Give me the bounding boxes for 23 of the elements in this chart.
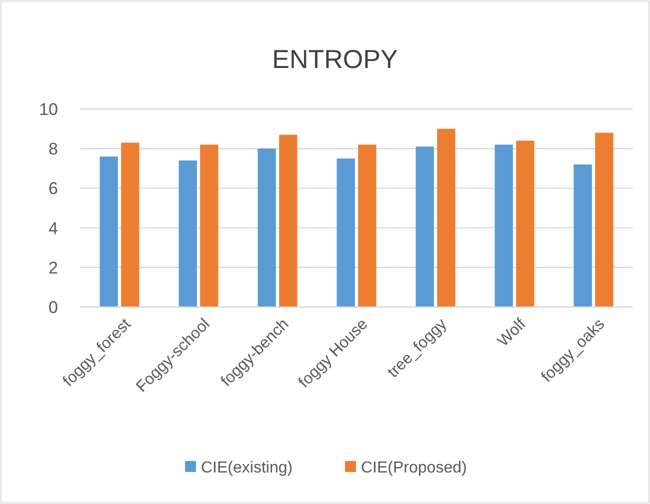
y-tick-label: 4	[48, 218, 58, 238]
y-tick-label: 2	[48, 258, 58, 278]
bar	[100, 156, 118, 307]
bar	[279, 134, 298, 307]
y-tick-label: 0	[48, 298, 58, 317]
y-tick-label: 6	[48, 179, 58, 198]
bar	[494, 144, 513, 307]
legend-label: CIE(Proposed)	[361, 460, 467, 477]
bar	[437, 128, 456, 307]
chart-title: ENTROPY	[272, 44, 398, 74]
legend-label: CIE(existing)	[201, 460, 293, 477]
bar	[516, 140, 534, 307]
bar	[178, 160, 197, 307]
y-tick-label: 10	[39, 100, 58, 119]
bar	[336, 158, 355, 307]
bar	[258, 148, 276, 307]
bar	[574, 164, 592, 307]
bar	[121, 142, 140, 307]
bar	[595, 132, 614, 307]
bar	[200, 144, 218, 307]
bar	[416, 146, 434, 307]
bar	[358, 144, 376, 307]
y-tick-label: 8	[48, 140, 58, 159]
